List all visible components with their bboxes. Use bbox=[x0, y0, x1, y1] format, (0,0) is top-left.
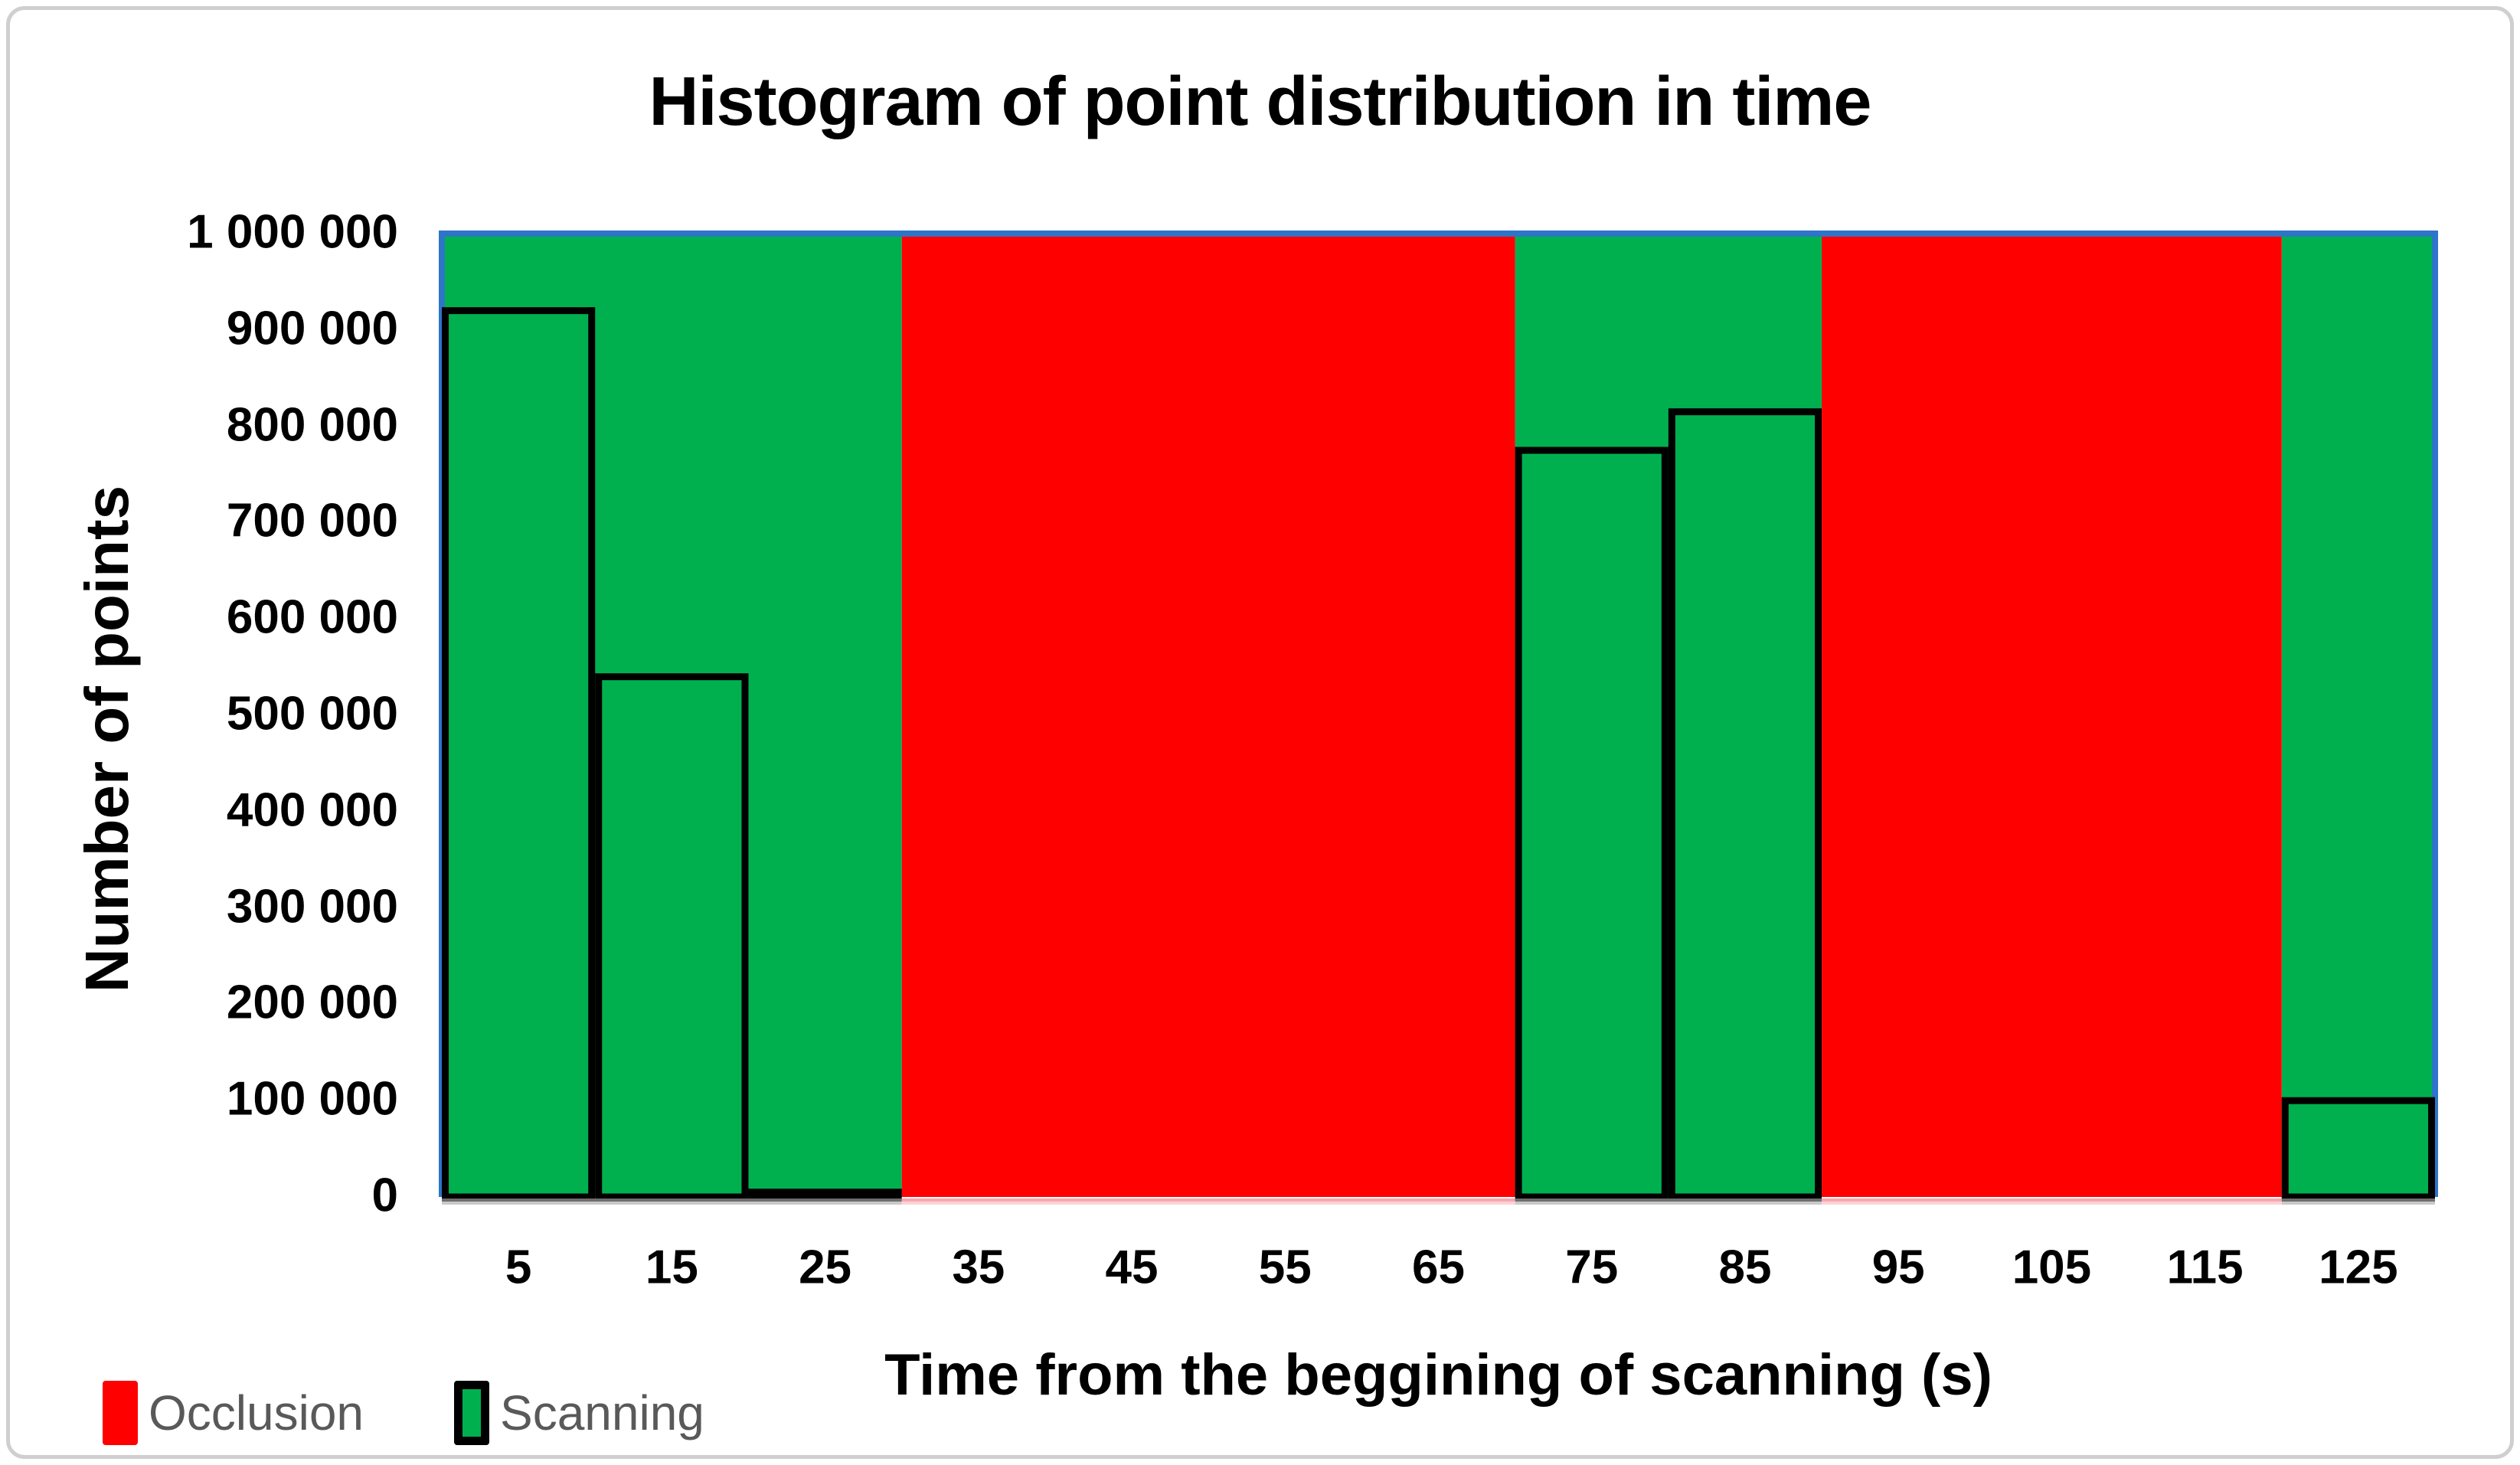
histogram-bar bbox=[1668, 408, 1822, 1201]
x-tick-label: 65 bbox=[1412, 1241, 1465, 1294]
y-tick-label: 0 bbox=[371, 1169, 398, 1222]
x-axis-line bbox=[2281, 1202, 2435, 1205]
x-tick-label: 5 bbox=[505, 1241, 532, 1294]
histogram-bar bbox=[442, 307, 596, 1201]
x-tick-label: 125 bbox=[2319, 1241, 2398, 1294]
x-tick-label: 115 bbox=[2166, 1241, 2244, 1294]
legend-swatch-icon bbox=[103, 1381, 138, 1445]
y-tick-label: 500 000 bbox=[226, 687, 398, 741]
x-tick-label: 95 bbox=[1871, 1241, 1925, 1294]
region-occlusion bbox=[1822, 234, 2282, 1197]
x-axis-line bbox=[1822, 1198, 2282, 1202]
x-tick-label: 105 bbox=[2012, 1241, 2092, 1294]
y-tick-label: 700 000 bbox=[226, 494, 398, 548]
x-axis-line bbox=[442, 1198, 902, 1202]
x-axis-line bbox=[2281, 1198, 2435, 1202]
y-tick-label: 900 000 bbox=[226, 302, 398, 355]
x-axis-line bbox=[1822, 1202, 2282, 1205]
x-tick-label: 25 bbox=[799, 1241, 852, 1294]
chart-title: Histogram of point distribution in time bbox=[649, 64, 1872, 140]
x-tick-label: 75 bbox=[1565, 1241, 1619, 1294]
y-tick-label: 400 000 bbox=[226, 783, 398, 837]
x-tick-label: 85 bbox=[1718, 1241, 1772, 1294]
x-axis-line bbox=[901, 1202, 1515, 1205]
x-axis-line bbox=[1515, 1198, 1822, 1202]
legend: Occlusion Scanning bbox=[103, 1381, 704, 1445]
y-tick-label: 800 000 bbox=[226, 398, 398, 452]
x-axis-line bbox=[442, 1202, 902, 1205]
y-tick-label: 200 000 bbox=[226, 976, 398, 1029]
histogram-bar bbox=[748, 1189, 902, 1201]
legend-item-scanning: Scanning bbox=[454, 1381, 704, 1445]
y-tick-label: 1 000 000 bbox=[187, 205, 398, 259]
legend-swatch-icon bbox=[454, 1381, 489, 1445]
x-tick-label: 55 bbox=[1258, 1241, 1312, 1294]
y-tick-label: 100 000 bbox=[226, 1072, 398, 1126]
y-tick-label: 300 000 bbox=[226, 880, 398, 934]
x-axis-line bbox=[1515, 1202, 1822, 1205]
x-axis-line bbox=[901, 1198, 1515, 1202]
y-tick-label: 600 000 bbox=[226, 590, 398, 644]
histogram-bar bbox=[595, 673, 749, 1201]
legend-item-occlusion: Occlusion bbox=[103, 1381, 364, 1445]
x-tick-label: 15 bbox=[645, 1241, 698, 1294]
legend-label: Occlusion bbox=[149, 1385, 364, 1440]
histogram-bar bbox=[2281, 1097, 2436, 1201]
x-tick-label: 45 bbox=[1105, 1241, 1159, 1294]
region-scanning bbox=[2281, 234, 2435, 1197]
histogram-bar bbox=[1515, 446, 1669, 1201]
x-tick-label: 35 bbox=[952, 1241, 1005, 1294]
region-occlusion bbox=[901, 234, 1515, 1197]
y-axis-tick-labels: 1 000 000 900 000 800 000 700 000 600 000 500… bbox=[115, 0, 398, 1465]
x-axis-title: Time from the beggining of scanning (s) bbox=[884, 1342, 1992, 1408]
legend-label: Scanning bbox=[500, 1385, 704, 1440]
